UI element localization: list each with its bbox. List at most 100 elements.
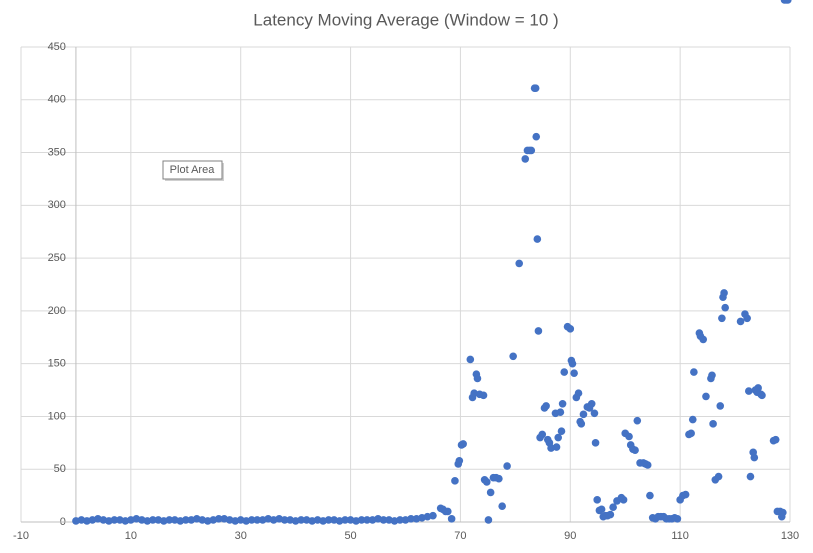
- point: [597, 505, 606, 514]
- point: [429, 511, 437, 520]
- point: [363, 516, 371, 524]
- point: [110, 516, 119, 524]
- point: [341, 516, 349, 524]
- point: [688, 415, 697, 424]
- point: [625, 432, 633, 441]
- y-tick-label: 250: [48, 252, 66, 264]
- point: [214, 515, 223, 523]
- x-tick-label: -10: [13, 530, 29, 542]
- point: [447, 515, 456, 523]
- y-tick-label: 150: [48, 358, 66, 370]
- point: [606, 510, 615, 519]
- point: [681, 490, 690, 499]
- x-tick-label: 130: [781, 530, 799, 542]
- point: [165, 516, 174, 524]
- point: [587, 399, 596, 408]
- point: [149, 516, 157, 524]
- point: [750, 453, 759, 462]
- point: [590, 409, 599, 418]
- point: [609, 503, 617, 512]
- point: [754, 384, 762, 392]
- point: [531, 84, 540, 92]
- point: [443, 507, 452, 516]
- tooltip: Plot Area: [162, 160, 224, 181]
- point: [591, 439, 600, 447]
- y-tick-label: 400: [48, 94, 66, 106]
- x-tick-label: 70: [454, 530, 466, 542]
- point: [643, 461, 652, 469]
- point: [699, 335, 708, 344]
- point: [486, 488, 495, 497]
- point: [455, 456, 464, 465]
- point: [451, 477, 459, 485]
- chart-title: Latency Moving Average (Window = 10 ): [253, 10, 558, 29]
- point: [714, 472, 723, 481]
- y-tick-label: 300: [48, 199, 66, 211]
- point: [577, 420, 586, 428]
- point: [745, 387, 753, 395]
- point: [687, 429, 695, 438]
- point: [482, 478, 491, 486]
- point: [280, 516, 289, 524]
- point: [702, 392, 710, 401]
- point: [593, 496, 602, 504]
- point: [566, 325, 575, 333]
- point: [466, 355, 475, 364]
- point: [542, 402, 550, 410]
- point: [297, 516, 305, 524]
- point: [709, 420, 717, 428]
- point: [473, 374, 482, 383]
- y-tick-label: 100: [48, 410, 66, 422]
- point: [498, 502, 506, 510]
- point: [633, 416, 642, 425]
- point: [495, 474, 503, 483]
- point: [396, 516, 404, 524]
- point: [779, 508, 787, 517]
- point: [690, 368, 698, 376]
- point: [716, 402, 725, 410]
- point: [784, 0, 792, 4]
- point: [479, 391, 488, 400]
- point: [554, 433, 563, 442]
- point: [736, 317, 745, 326]
- point: [181, 516, 190, 524]
- point: [568, 359, 577, 368]
- point: [538, 430, 547, 439]
- point: [570, 369, 578, 377]
- point: [324, 516, 333, 524]
- point: [579, 410, 588, 419]
- point: [459, 440, 467, 448]
- point: [509, 352, 517, 361]
- y-tick-label: 200: [48, 305, 66, 317]
- point: [503, 462, 511, 470]
- point: [746, 472, 755, 481]
- point: [253, 516, 261, 524]
- point: [407, 515, 415, 523]
- y-tick-label: 50: [54, 463, 66, 475]
- point: [556, 408, 565, 417]
- point: [574, 389, 583, 398]
- point: [527, 146, 536, 155]
- point: [758, 391, 766, 400]
- point: [619, 496, 628, 504]
- point: [771, 435, 780, 444]
- x-tick-label: 90: [564, 530, 576, 542]
- point: [557, 427, 566, 436]
- point: [247, 516, 256, 524]
- point: [552, 443, 561, 451]
- point: [515, 259, 524, 268]
- point: [631, 446, 639, 455]
- y-tick-label: 450: [48, 41, 66, 53]
- tooltip-text: Plot Area: [170, 164, 216, 176]
- point: [532, 132, 541, 141]
- point: [533, 235, 542, 243]
- x-tick-label: 50: [344, 530, 356, 542]
- point: [534, 327, 543, 335]
- x-tick-label: 10: [125, 530, 137, 542]
- x-tick-label: 110: [671, 530, 689, 542]
- point: [743, 314, 751, 323]
- point: [560, 368, 569, 376]
- point: [484, 516, 493, 524]
- point: [521, 155, 530, 163]
